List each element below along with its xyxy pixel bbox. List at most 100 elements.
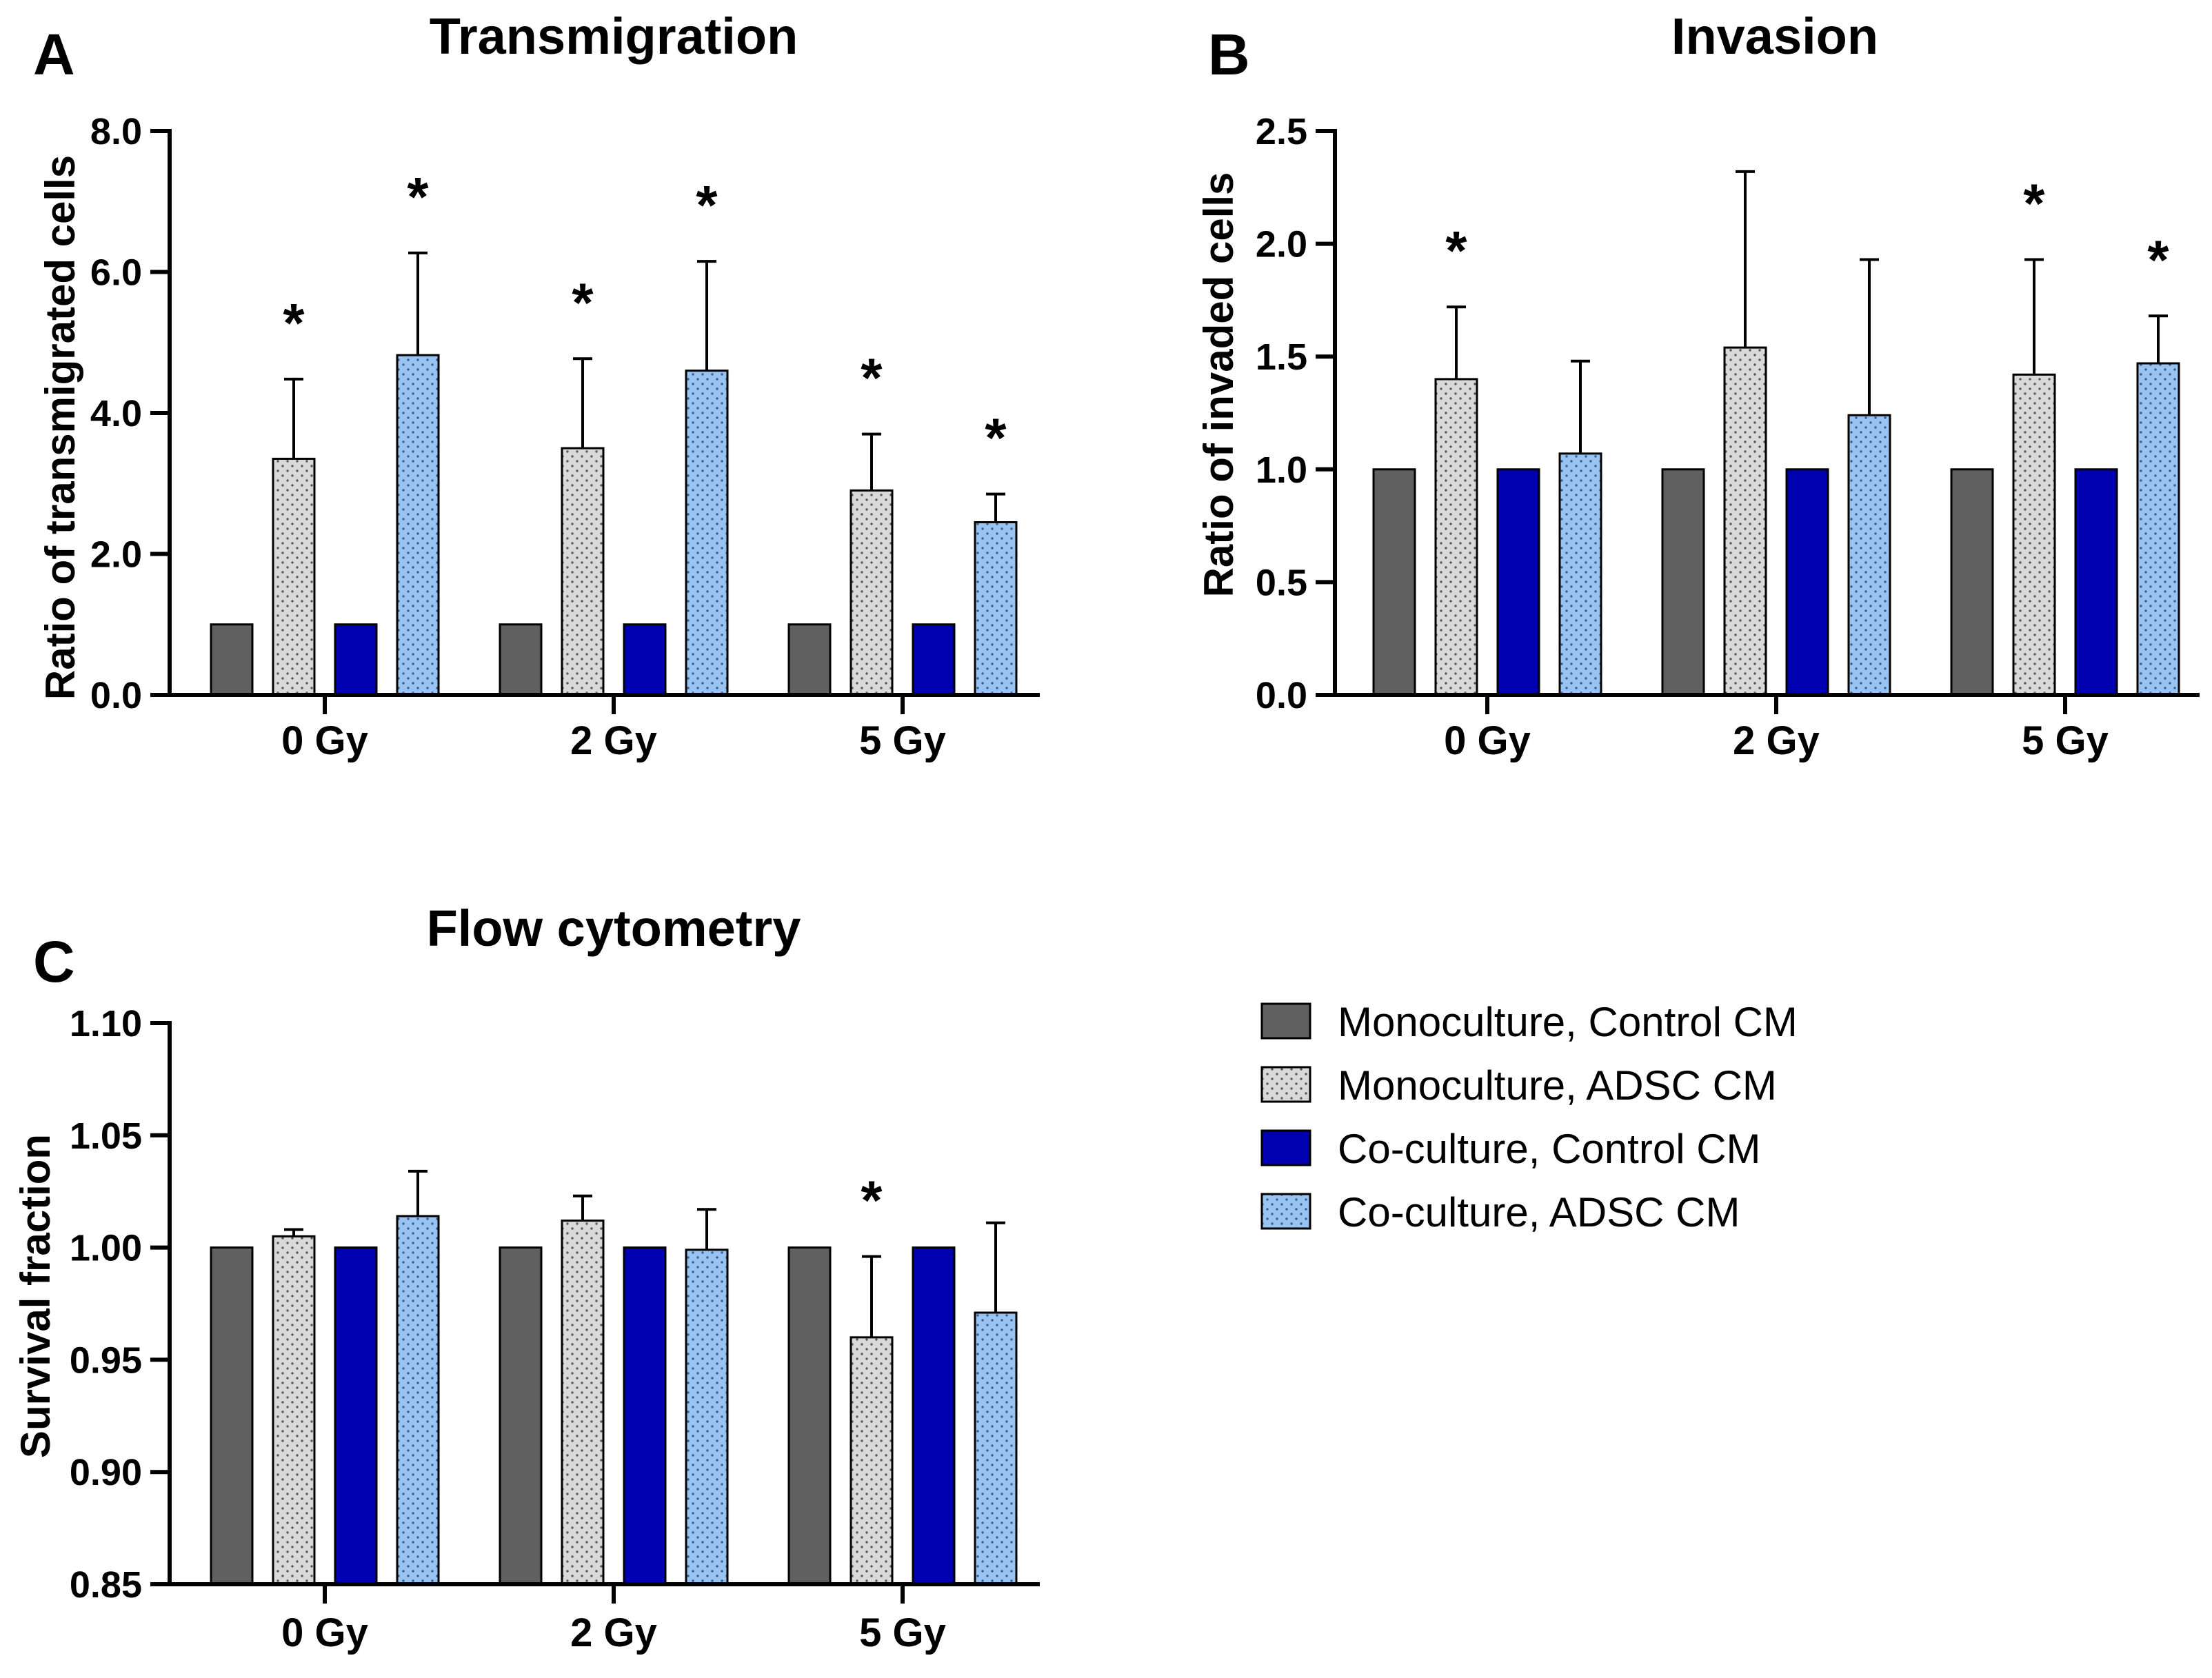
x-category-label: 0 Gy	[281, 1610, 368, 1655]
y-tick-label: 1.05	[70, 1115, 142, 1157]
bar-co-control-2	[912, 1246, 956, 1586]
legend-swatch	[1260, 1002, 1311, 1040]
panel-a-transmigration: A Transmigration Ratio of transmigrated …	[33, 8, 1040, 763]
x-category-label: 2 Gy	[1733, 718, 1820, 763]
bar-co-control-1	[623, 1246, 667, 1586]
legend-label: Monoculture, Control CM	[1338, 999, 1798, 1045]
y-tick-label: 2.0	[90, 534, 142, 576]
x-category-label: 5 Gy	[859, 1610, 946, 1655]
y-tick-label: 0.95	[70, 1340, 142, 1381]
bar-co-adsc-1	[685, 1249, 729, 1586]
significance-star: *	[2147, 229, 2169, 290]
legend-swatch	[1260, 1193, 1311, 1230]
bar-mono-adsc-1	[561, 447, 605, 696]
panel-letter-a: A	[33, 22, 75, 87]
significance-star: *	[861, 1170, 883, 1231]
bar-mono-adsc-2	[849, 489, 894, 696]
y-tick-label: 0.85	[70, 1564, 142, 1606]
plot-area: * 0.85 0.90 0.95 1.00 1.05 1.10 0 Gy 2 Gy 5 Gy	[70, 1003, 1040, 1655]
x-category-label: 0 Gy	[1444, 718, 1531, 763]
chart-title: Invasion	[1671, 8, 1878, 65]
x-category-label: 5 Gy	[2022, 718, 2109, 763]
significance-star: *	[2023, 173, 2045, 234]
significance-star: *	[407, 166, 429, 228]
bar-co-control-0	[1496, 468, 1540, 696]
panel-c-flow-cytometry: C Flow cytometry Survival fraction * 0.85…	[12, 900, 1040, 1655]
legend-label: Monoculture, ADSC CM	[1338, 1062, 1777, 1109]
bar-mono-adsc-1	[561, 1220, 605, 1586]
x-category-label: 0 Gy	[281, 718, 368, 763]
y-tick-label: 1.00	[70, 1228, 142, 1269]
panel-letter-c: C	[33, 929, 75, 994]
bar-co-adsc-1	[1847, 414, 1891, 696]
bar-co-adsc-2	[974, 520, 1018, 696]
bar-mono-control-1	[499, 623, 543, 696]
significance-star: *	[1445, 220, 1467, 281]
y-tick-label: 0.0	[1256, 675, 1307, 716]
legend: Monoculture, Control CM Monoculture, ADS…	[1260, 999, 1798, 1235]
x-category-label: 2 Gy	[570, 718, 657, 763]
bar-mono-control-0	[1372, 468, 1416, 696]
x-category-label: 2 Gy	[570, 1610, 657, 1655]
bar-mono-control-2	[1950, 468, 1994, 696]
bar-co-control-2	[2074, 468, 2118, 696]
y-tick-label: 1.5	[1256, 336, 1307, 378]
plot-area: * * * 0.0 0.5 1.0 1.5 2.0 2.5 0 Gy 2 Gy 5 Gy	[1256, 111, 2200, 763]
y-tick-label: 2.0	[1256, 224, 1307, 265]
bar-co-control-2	[912, 623, 956, 696]
panel-b-invasion: B Invasion Ratio of invaded cells * * * 0.0…	[1196, 8, 2200, 763]
bar-mono-control-1	[499, 1246, 543, 1586]
y-tick-label: 0.90	[70, 1452, 142, 1493]
legend-label: Co-culture, ADSC CM	[1338, 1189, 1740, 1235]
panel-letter-b: B	[1208, 22, 1250, 87]
bar-co-adsc-0	[396, 1215, 440, 1586]
legend-label: Co-culture, Control CM	[1338, 1126, 1761, 1172]
y-tick-label: 1.10	[70, 1003, 142, 1044]
bar-mono-control-2	[787, 623, 832, 696]
bar-mono-adsc-2	[849, 1336, 894, 1586]
y-tick-label: 0.0	[90, 675, 142, 716]
significance-star: *	[696, 174, 718, 236]
bar-mono-control-0	[210, 623, 254, 696]
legend-swatch	[1260, 1129, 1311, 1166]
legend-swatch	[1260, 1066, 1311, 1103]
significance-star: *	[861, 347, 883, 409]
bar-mono-adsc-2	[2012, 373, 2056, 696]
bar-co-control-0	[334, 1246, 378, 1586]
bar-co-control-0	[334, 623, 378, 696]
bar-mono-control-2	[787, 1246, 832, 1586]
x-category-label: 5 Gy	[859, 718, 946, 763]
bar-mono-adsc-0	[272, 457, 316, 696]
y-tick-label: 4.0	[90, 393, 142, 434]
bar-mono-adsc-1	[1723, 346, 1767, 696]
significance-star: *	[572, 272, 594, 333]
bar-co-adsc-2	[2136, 362, 2180, 696]
y-axis-label: Ratio of transmigrated cells	[37, 155, 83, 700]
legend-item-co-adsc: Co-culture, ADSC CM	[1260, 1189, 1740, 1235]
bar-co-control-1	[1785, 468, 1829, 696]
y-tick-label: 1.0	[1256, 449, 1307, 491]
chart-title: Transmigration	[430, 8, 798, 65]
y-tick-label: 8.0	[90, 111, 142, 152]
y-tick-label: 6.0	[90, 252, 142, 294]
plot-area: * * * * * * 0.0 2.0 4.0 6.0 8.0 0 Gy 2 Gy 5 Gy	[90, 111, 1040, 763]
y-axis-label: Ratio of invaded cells	[1196, 172, 1242, 598]
bar-mono-control-0	[210, 1246, 254, 1586]
bar-mono-adsc-0	[272, 1235, 316, 1586]
bar-mono-control-1	[1661, 468, 1705, 696]
significance-star: *	[985, 407, 1007, 469]
bar-co-adsc-0	[396, 354, 440, 696]
significance-star: *	[283, 292, 305, 354]
chart-title: Flow cytometry	[427, 900, 801, 957]
y-tick-label: 0.5	[1256, 562, 1307, 603]
legend-item-mono-control: Monoculture, Control CM	[1260, 999, 1798, 1045]
bar-co-adsc-2	[974, 1311, 1018, 1586]
bar-co-adsc-0	[1558, 452, 1602, 696]
legend-item-mono-adsc: Monoculture, ADSC CM	[1260, 1062, 1777, 1109]
legend-item-co-control: Co-culture, Control CM	[1260, 1126, 1761, 1172]
bar-co-adsc-1	[685, 370, 729, 696]
y-axis-label: Survival fraction	[12, 1134, 59, 1458]
y-tick-label: 2.5	[1256, 111, 1307, 152]
bar-mono-adsc-0	[1434, 378, 1478, 696]
